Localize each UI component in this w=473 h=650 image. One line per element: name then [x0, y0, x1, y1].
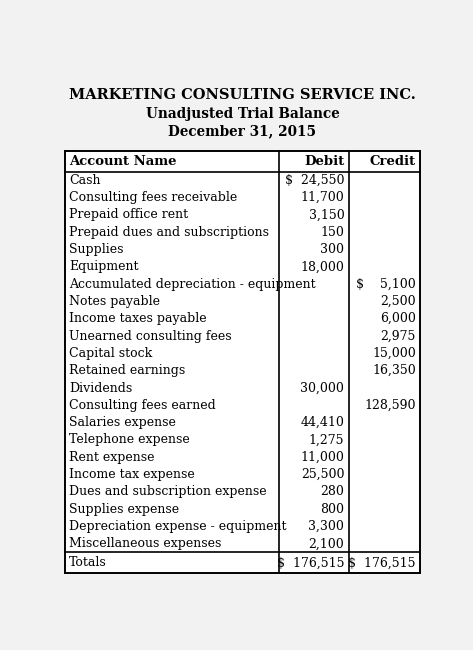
Text: 2,975: 2,975 [380, 330, 416, 343]
Text: Unadjusted Trial Balance: Unadjusted Trial Balance [146, 107, 339, 121]
Text: Notes payable: Notes payable [69, 295, 160, 308]
Text: $    5,100: $ 5,100 [356, 278, 416, 291]
Text: Debit: Debit [304, 155, 344, 168]
Text: 150: 150 [320, 226, 344, 239]
Bar [65, 151, 420, 573]
Text: Credit: Credit [370, 155, 416, 168]
Text: Accumulated depreciation - equipment: Accumulated depreciation - equipment [69, 278, 315, 291]
Text: Supplies expense: Supplies expense [69, 502, 179, 515]
Text: 16,350: 16,350 [372, 364, 416, 377]
Text: MARKETING CONSULTING SERVICE INC.: MARKETING CONSULTING SERVICE INC. [69, 88, 416, 102]
Text: 280: 280 [320, 486, 344, 499]
Text: December 31, 2015: December 31, 2015 [168, 125, 316, 138]
Text: 44,410: 44,410 [300, 416, 344, 429]
Text: Consulting fees receivable: Consulting fees receivable [69, 191, 237, 204]
Text: Prepaid dues and subscriptions: Prepaid dues and subscriptions [69, 226, 269, 239]
Text: 11,000: 11,000 [300, 450, 344, 463]
Text: Miscellaneous expenses: Miscellaneous expenses [69, 538, 221, 551]
Text: Salaries expense: Salaries expense [69, 416, 176, 429]
Text: Dividends: Dividends [69, 382, 132, 395]
Text: 30,000: 30,000 [300, 382, 344, 395]
Text: Telephone expense: Telephone expense [69, 434, 190, 447]
Text: 18,000: 18,000 [300, 260, 344, 273]
Text: 11,700: 11,700 [300, 191, 344, 204]
Text: 25,500: 25,500 [301, 468, 344, 481]
Text: Consulting fees earned: Consulting fees earned [69, 399, 216, 412]
Text: Equipment: Equipment [69, 260, 139, 273]
Text: Totals: Totals [69, 556, 107, 569]
Text: 3,300: 3,300 [308, 520, 344, 533]
Text: $  176,515: $ 176,515 [277, 556, 344, 569]
Text: $  24,550: $ 24,550 [285, 174, 344, 187]
Text: 2,500: 2,500 [380, 295, 416, 308]
Text: 800: 800 [320, 502, 344, 515]
Text: 2,100: 2,100 [308, 538, 344, 551]
Text: Retained earnings: Retained earnings [69, 364, 185, 377]
Text: Rent expense: Rent expense [69, 450, 155, 463]
Text: Income taxes payable: Income taxes payable [69, 312, 207, 325]
Text: 128,590: 128,590 [364, 399, 416, 412]
Text: 1,275: 1,275 [309, 434, 344, 447]
Text: Supplies: Supplies [69, 243, 123, 256]
Text: Cash: Cash [69, 174, 101, 187]
Text: Prepaid office rent: Prepaid office rent [69, 209, 188, 222]
Text: 3,150: 3,150 [308, 209, 344, 222]
Text: Capital stock: Capital stock [69, 347, 152, 360]
Text: $  176,515: $ 176,515 [348, 556, 416, 569]
Text: 6,000: 6,000 [380, 312, 416, 325]
Text: Account Name: Account Name [69, 155, 176, 168]
Text: Income tax expense: Income tax expense [69, 468, 195, 481]
Text: Depreciation expense - equipment: Depreciation expense - equipment [69, 520, 287, 533]
Text: 15,000: 15,000 [372, 347, 416, 360]
Text: 300: 300 [320, 243, 344, 256]
Text: Dues and subscription expense: Dues and subscription expense [69, 486, 267, 499]
Text: Unearned consulting fees: Unearned consulting fees [69, 330, 232, 343]
